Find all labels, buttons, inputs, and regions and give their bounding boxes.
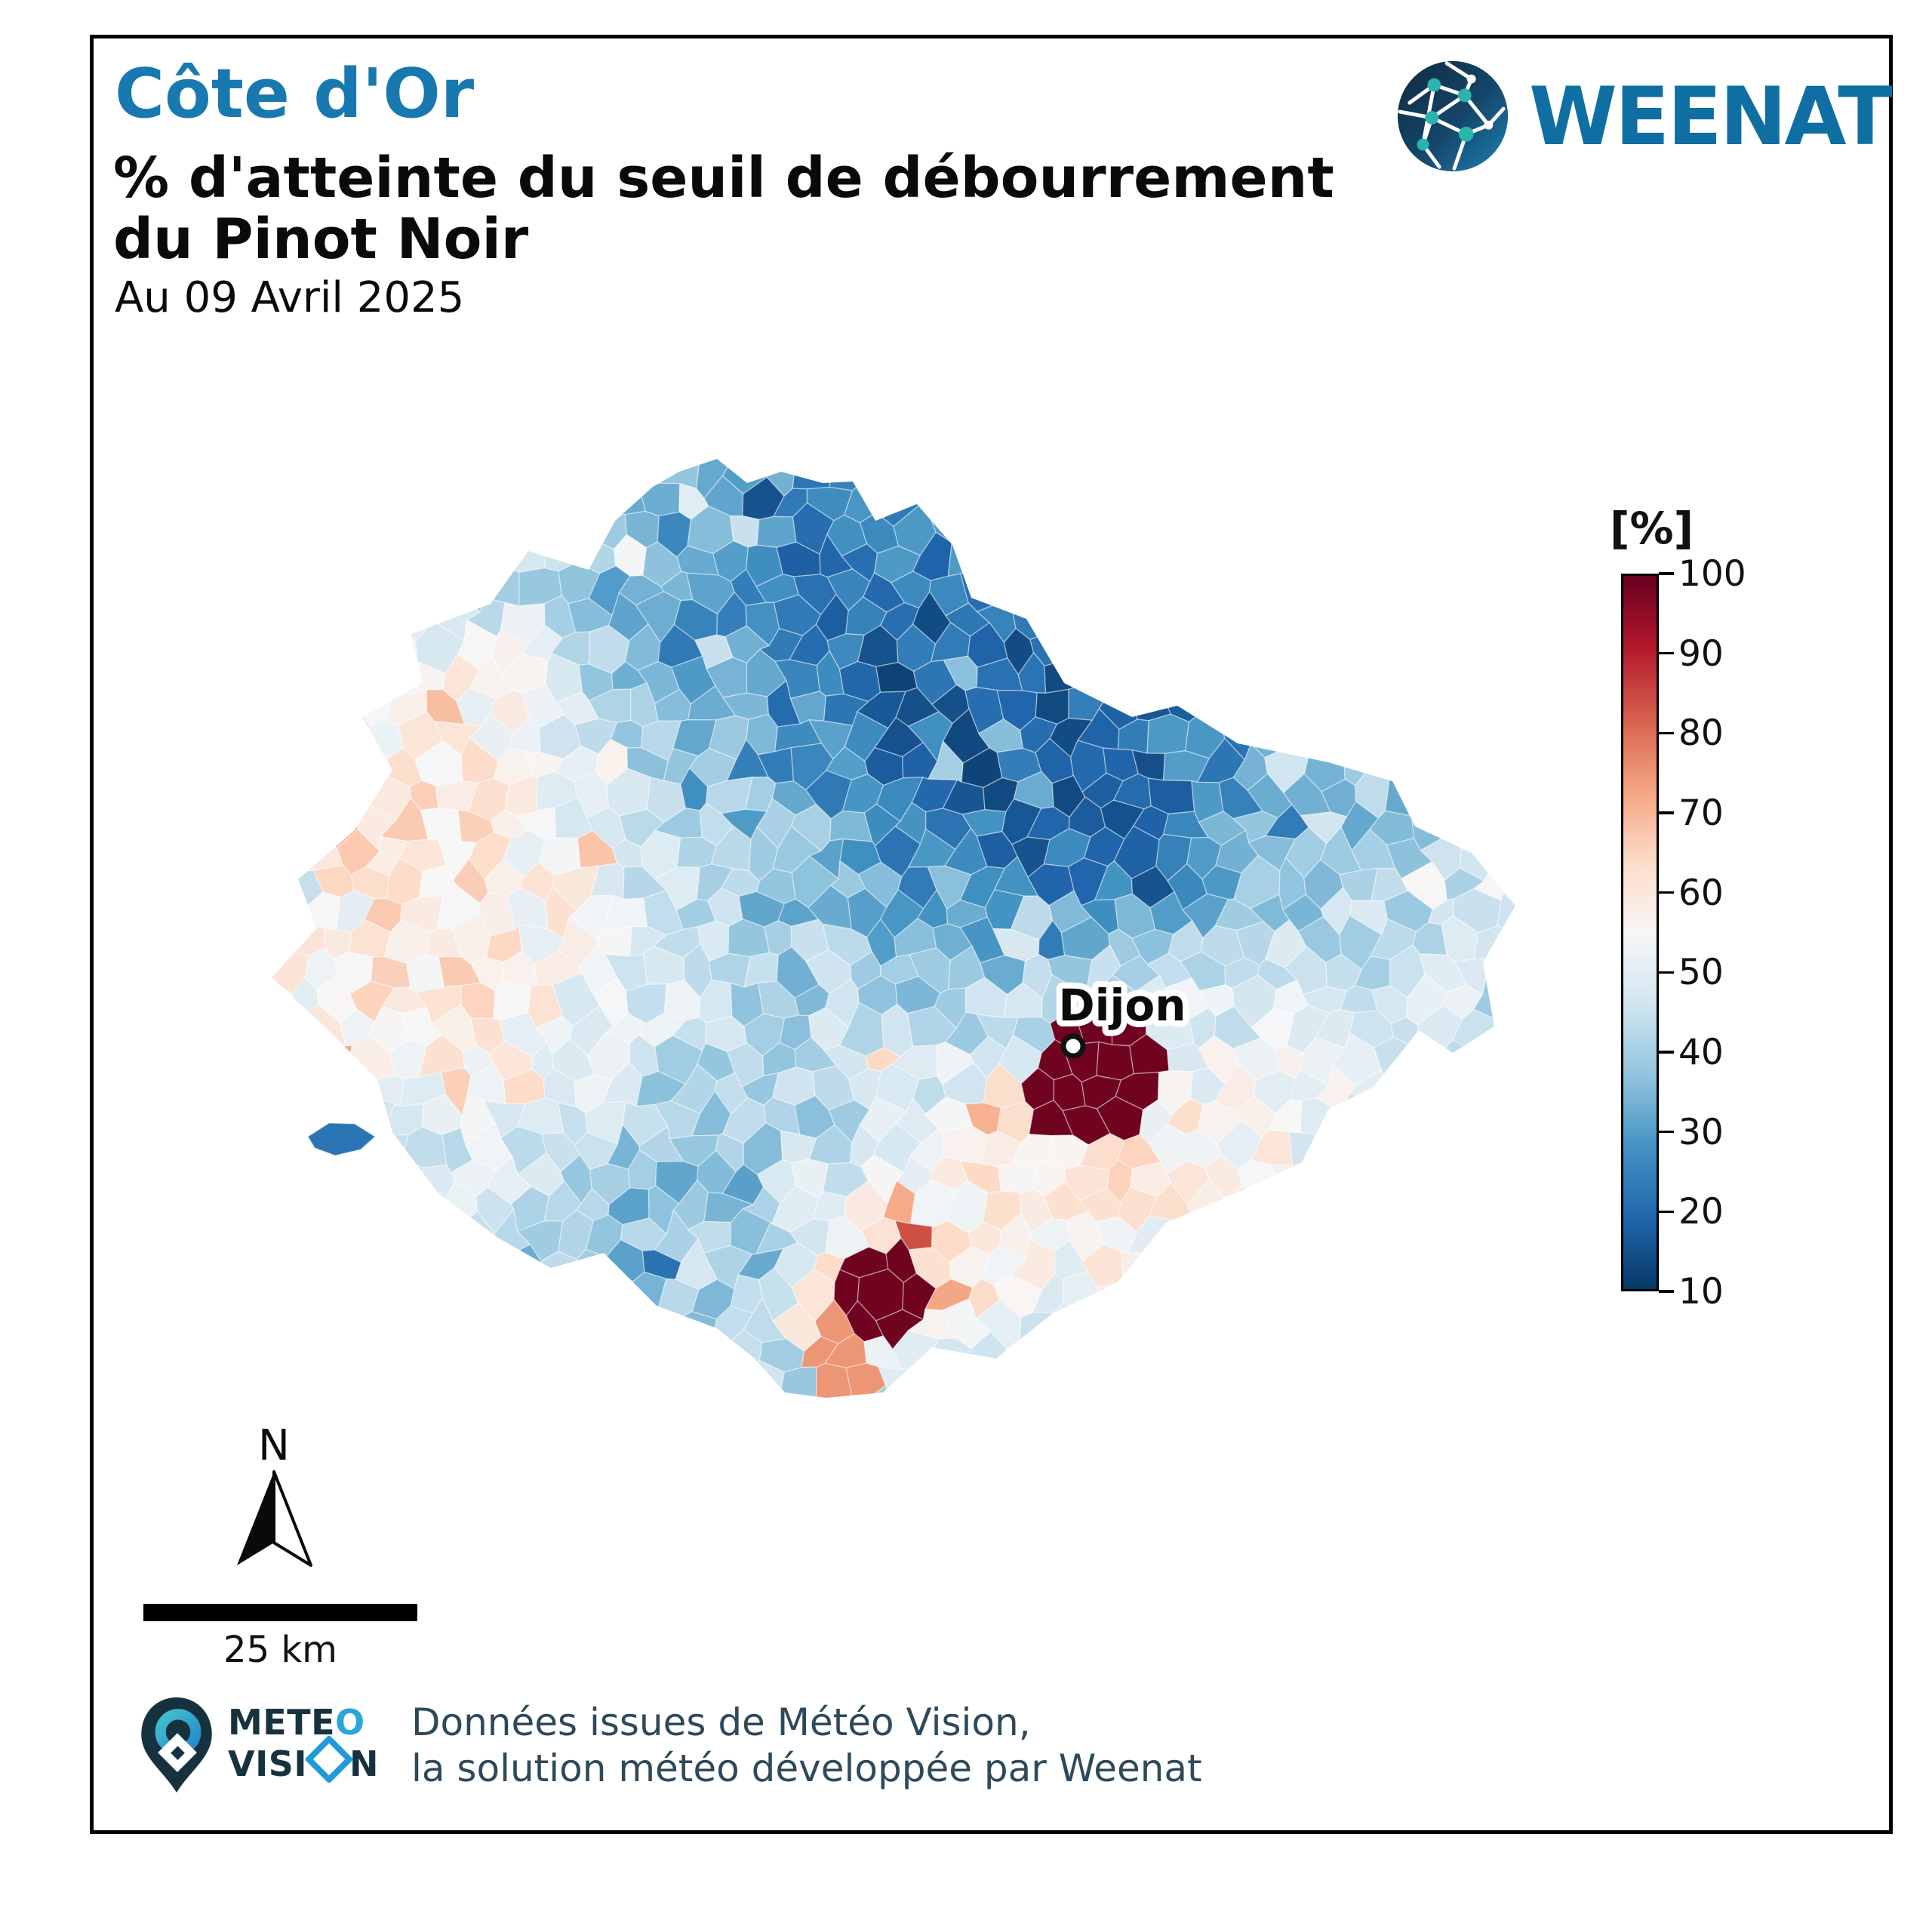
- meteo-vision-wordmark: METEO VISI N: [228, 1702, 379, 1784]
- commune-cell: [907, 1365, 958, 1398]
- colorbar-tick-mark: [1659, 651, 1674, 655]
- colorbar-unit-label: [%]: [1610, 503, 1694, 554]
- commune-cell: [1121, 1251, 1150, 1288]
- north-arrow-label: N: [258, 1421, 290, 1470]
- colorbar-tick-mark: [1659, 1051, 1674, 1054]
- colorbar-tick-label: 20: [1678, 1191, 1724, 1233]
- weenat-wordmark: WEENAT: [1529, 69, 1893, 163]
- dijon-marker: [1060, 1033, 1086, 1059]
- vision-diamond-icon: [304, 1734, 354, 1784]
- commune-cell: [586, 1274, 635, 1313]
- colorbar-tick-mark: [1659, 1290, 1674, 1293]
- meteo-vision-pin-icon: [141, 1697, 212, 1793]
- colorbar-tick-label: 60: [1678, 872, 1724, 914]
- detached-commune: [307, 1122, 377, 1156]
- colorbar-tick-mark: [1659, 891, 1674, 894]
- commune-cell: [1096, 1281, 1138, 1310]
- commune-cell: [1373, 1036, 1414, 1088]
- north-arrow: N: [237, 1421, 312, 1567]
- commune-cell: [829, 459, 869, 491]
- scale-bar: [143, 1604, 417, 1621]
- commune-cell: [502, 1244, 542, 1294]
- commune-cell: [1044, 657, 1090, 694]
- scale-bar-label: 25 km: [223, 1629, 337, 1671]
- commune-cell: [406, 956, 445, 993]
- colorbar-tick-label: 80: [1678, 712, 1724, 755]
- commune-cell: [604, 485, 647, 515]
- colorbar-tick-label: 100: [1678, 553, 1746, 595]
- subtitle-line-2: du Pinot Noir: [113, 206, 529, 272]
- colorbar-tick-label: 30: [1678, 1111, 1724, 1153]
- commune-cell: [997, 1161, 1039, 1193]
- commune-cell: [398, 1187, 448, 1227]
- figure-frame: [90, 35, 1893, 1834]
- colorbar-tick-mark: [1659, 811, 1674, 814]
- map-subtitle: % d'atteinte du seuil de débourrement du…: [113, 148, 1334, 269]
- commune-cell: [1096, 1041, 1134, 1081]
- commune-cell: [676, 836, 718, 868]
- commune-cell: [780, 1366, 817, 1398]
- colorbar-tick-mark: [1659, 971, 1674, 974]
- commune-cell: [313, 1045, 353, 1079]
- commune-cell: [461, 564, 486, 613]
- commune-cell: [516, 503, 561, 558]
- commune-cell: [1288, 1131, 1330, 1172]
- city-label-dijon: Dijon: [1058, 980, 1186, 1031]
- commune-cell: [947, 541, 985, 577]
- vision-line: VISI N: [228, 1734, 379, 1784]
- commune-cell: [1384, 770, 1428, 817]
- commune-cells: [272, 459, 1515, 1398]
- commune-cell: [1271, 1164, 1302, 1197]
- commune-cell: [1019, 1312, 1060, 1349]
- commune-cell: [1497, 894, 1515, 935]
- commune-cell: [374, 652, 413, 695]
- meteo-line: METEO: [228, 1702, 365, 1743]
- colorbar-tick-mark: [1659, 731, 1674, 735]
- north-arrow-left-half: [237, 1472, 274, 1565]
- commune-cell: [1130, 684, 1171, 722]
- colorbar: [1621, 574, 1659, 1291]
- colorbar-tick-label: 70: [1678, 792, 1724, 834]
- attribution-text: Données issues de Météo Vision, la solut…: [411, 1700, 1202, 1792]
- north-arrow-right-half: [272, 1470, 312, 1567]
- page-title: Côte d'Or: [115, 54, 475, 134]
- commune-cell: [756, 515, 797, 549]
- weenat-logo: WEENAT: [1393, 56, 1893, 177]
- commune-cell: [620, 459, 660, 490]
- colorbar-tick-mark: [1659, 572, 1674, 575]
- commune-cell: [1341, 1092, 1381, 1145]
- subtitle-line-1: % d'atteinte du seuil de débourrement: [113, 146, 1334, 211]
- commune-cell: [1146, 713, 1190, 755]
- colorbar-tick-label: 40: [1678, 1032, 1724, 1073]
- date-label: Au 09 Avril 2025: [115, 273, 465, 322]
- commune-cell: [1446, 807, 1481, 849]
- commune-cell: [507, 541, 547, 573]
- commune-cell: [1054, 1302, 1086, 1353]
- commune-cell: [484, 568, 520, 607]
- colorbar-tick-label: 50: [1678, 952, 1724, 994]
- colorbar-tick-label: 10: [1678, 1271, 1724, 1313]
- colorbar-tick-mark: [1659, 1210, 1674, 1214]
- colorbar-tick-label: 90: [1678, 632, 1724, 675]
- weenat-globe-icon: [1397, 60, 1509, 172]
- colorbar-tick-mark: [1659, 1130, 1674, 1134]
- attribution-line-1: Données issues de Météo Vision,: [411, 1700, 1031, 1744]
- attribution-line-2: la solution météo développée par Weenat: [411, 1746, 1202, 1790]
